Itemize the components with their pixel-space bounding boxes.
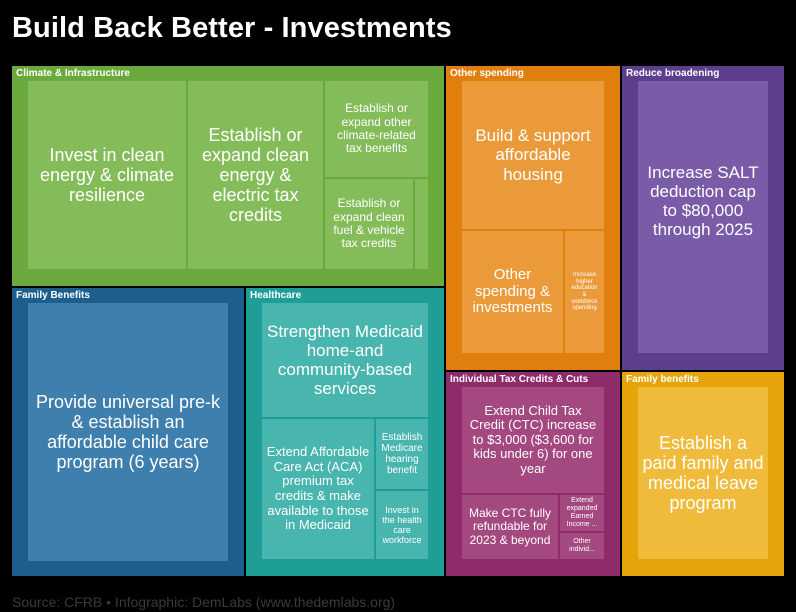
tile-climate-small — [414, 178, 429, 270]
tile-label: Establish a paid family and medical leav… — [642, 432, 764, 514]
group-label: Other spending — [450, 68, 524, 79]
tile-other-individual: Other individ... — [559, 532, 605, 560]
group-individual-tax-credits: Individual Tax Credits & Cuts Extend Chi… — [446, 372, 620, 576]
tile-label: Extend Affordable Care Act (ACA) premium… — [266, 444, 370, 533]
tile-clean-energy-resilience: Invest in clean energy & climate resilie… — [27, 80, 187, 270]
tile-paid-family-leave: Establish a paid family and medical leav… — [637, 386, 769, 560]
group-label: Individual Tax Credits & Cuts — [450, 374, 589, 385]
tile-label — [418, 222, 426, 226]
tile-label: Make CTC fully refundable for 2023 & bey… — [468, 505, 551, 547]
group-other-spending: Other spending Build & support affordabl… — [446, 66, 620, 370]
group-label: Healthcare — [250, 290, 302, 301]
tile-clean-fuel-vehicle-credits: Establish or expand clean fuel & vehicle… — [324, 178, 414, 270]
tile-label: Establish Medicare hearing benefit — [381, 431, 423, 477]
tile-label: Other individ... — [569, 538, 595, 553]
tile-extend-eitc: Extend expanded Earned Income ... — [559, 494, 605, 532]
tile-clean-energy-tax-credits: Establish or expand clean energy & elect… — [187, 80, 324, 270]
tile-ctc-fully-refundable: Make CTC fully refundable for 2023 & bey… — [461, 494, 559, 560]
group-family-benefits-childcare: Family Benefits Provide universal pre-k … — [12, 288, 244, 576]
tile-label: Establish or expand clean fuel & vehicle… — [333, 196, 405, 251]
tile-universal-prek-childcare: Provide universal pre-k & establish an a… — [27, 302, 229, 562]
source-footer: Source: CFRB • Infographic: DemLabs (www… — [12, 594, 396, 610]
tile-label: Invest in the health care workforce — [382, 504, 422, 546]
group-climate-infrastructure: Climate & Infrastructure Invest in clean… — [12, 66, 444, 286]
tile-label: Extend Child Tax Credit (CTC) increase t… — [469, 402, 597, 476]
chart-title: Build Back Better - Investments — [12, 12, 452, 44]
tile-medicaid-home-community: Strengthen Medicaid home-and community-b… — [261, 302, 429, 418]
group-healthcare: Healthcare Strengthen Medicaid home-and … — [246, 288, 444, 576]
tile-aca-premium-credits: Extend Affordable Care Act (ACA) premium… — [261, 418, 375, 560]
tile-label: Strengthen Medicaid home-and community-b… — [267, 321, 423, 399]
group-label: Reduce broadening — [626, 68, 720, 79]
tile-climate-tax-benefits: Establish or expand other climate-relate… — [324, 80, 429, 178]
tile-label: Other spending & investments — [472, 265, 553, 317]
group-label: Climate & Infrastructure — [16, 68, 130, 79]
tile-medicare-hearing: Establish Medicare hearing benefit — [375, 418, 429, 490]
tile-label: Establish or expand other climate-relate… — [337, 101, 416, 156]
tile-affordable-housing: Build & support affordable housing — [461, 80, 605, 230]
tile-label: Increase higher education & workforce sp… — [571, 271, 598, 312]
tile-label: Extend expanded Earned Income ... — [566, 497, 598, 528]
group-label: Family benefits — [626, 374, 699, 385]
tile-label: Provide universal pre-k & establish an a… — [35, 391, 221, 473]
tile-salt-deduction: Increase SALT deduction cap to $80,000 t… — [637, 80, 769, 354]
group-family-benefits-leave: Family benefits Establish a paid family … — [622, 372, 784, 576]
tile-label: Build & support affordable housing — [475, 126, 591, 184]
tile-other-spending-investments: Other spending & investments — [461, 230, 564, 354]
tile-health-care-workforce: Invest in the health care workforce — [375, 490, 429, 560]
tile-label: Increase SALT deduction cap to $80,000 t… — [647, 163, 759, 240]
group-label: Family Benefits — [16, 290, 90, 301]
tile-higher-education-workforce: Increase higher education & workforce sp… — [564, 230, 605, 354]
tile-label: Invest in clean energy & climate resilie… — [39, 144, 175, 206]
group-reduce-broadening: Reduce broadening Increase SALT deductio… — [622, 66, 784, 370]
tile-extend-ctc: Extend Child Tax Credit (CTC) increase t… — [461, 386, 605, 494]
tile-label: Establish or expand clean energy & elect… — [201, 124, 310, 226]
